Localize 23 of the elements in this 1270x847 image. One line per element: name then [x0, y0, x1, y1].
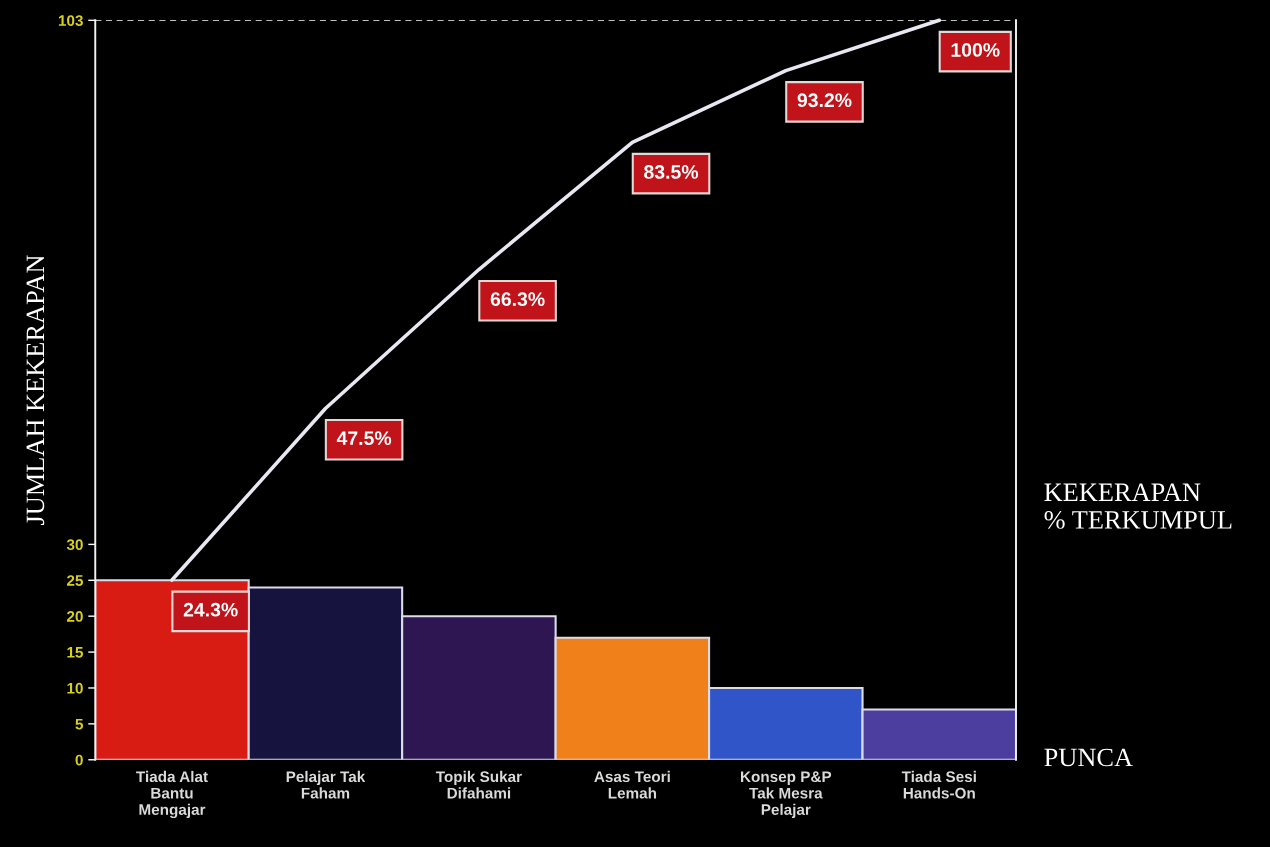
x-tick-label: Tiada Alat Bantu Mengajar: [136, 770, 208, 819]
y-tick-label: 0: [75, 754, 83, 766]
y-tick-label: 103: [58, 15, 83, 27]
data-label: 24.3%: [183, 602, 238, 617]
data-label: 66.3%: [490, 292, 545, 307]
y-tick-label: 20: [66, 611, 83, 622]
y-tick-label: 5: [75, 718, 84, 730]
x-tick-label: Pelajar Tak Faham: [286, 770, 366, 799]
y2-axis-title: KEKERAPAN % TERKUMPUL: [1044, 483, 1232, 529]
data-label: 83.5%: [644, 165, 699, 179]
x-tick-label: Tiada Sesi Hands-On: [901, 770, 976, 799]
data-label: 93.2%: [797, 93, 852, 108]
x-tick-label: Asas Teori Lemah: [594, 770, 670, 799]
y-axis-title: JUMLAH KEKERAPAN: [26, 255, 45, 525]
y-tick-label: 15: [67, 647, 84, 658]
y-tick-label: 30: [66, 539, 83, 551]
y-tick-label: 25: [66, 575, 84, 586]
x-tick-label: Topik Sukar Difahami: [435, 770, 522, 799]
data-label: 100%: [951, 43, 1000, 57]
x-tick-label: Konsep P&P Tak Mesra Pelajar: [740, 771, 832, 819]
x-axis-title: PUNCA: [1044, 748, 1133, 767]
y-tick-label: 10: [67, 682, 83, 694]
data-label: 47.5%: [336, 431, 392, 446]
